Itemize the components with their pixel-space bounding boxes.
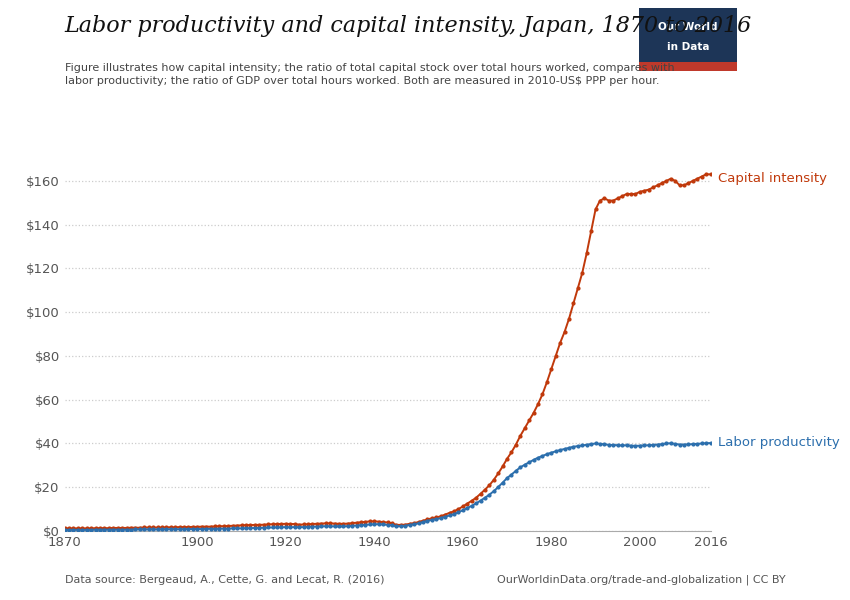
Text: Data source: Bergeaud, A., Cette, G. and Lecat, R. (2016): Data source: Bergeaud, A., Cette, G. and… [65,575,384,585]
Text: Labor productivity and capital intensity, Japan, 1870 to 2016: Labor productivity and capital intensity… [65,15,752,37]
Text: in Data: in Data [666,42,709,52]
Text: OurWorldinData.org/trade-and-globalization | CC BY: OurWorldinData.org/trade-and-globalizati… [496,575,785,585]
Text: Figure illustrates how capital intensity; the ratio of total capital stock over : Figure illustrates how capital intensity… [65,63,674,86]
Text: Our World: Our World [658,22,717,32]
FancyBboxPatch shape [639,8,737,71]
Text: Capital intensity: Capital intensity [717,172,826,185]
Text: Labor productivity: Labor productivity [717,436,839,449]
Bar [639,62,737,71]
